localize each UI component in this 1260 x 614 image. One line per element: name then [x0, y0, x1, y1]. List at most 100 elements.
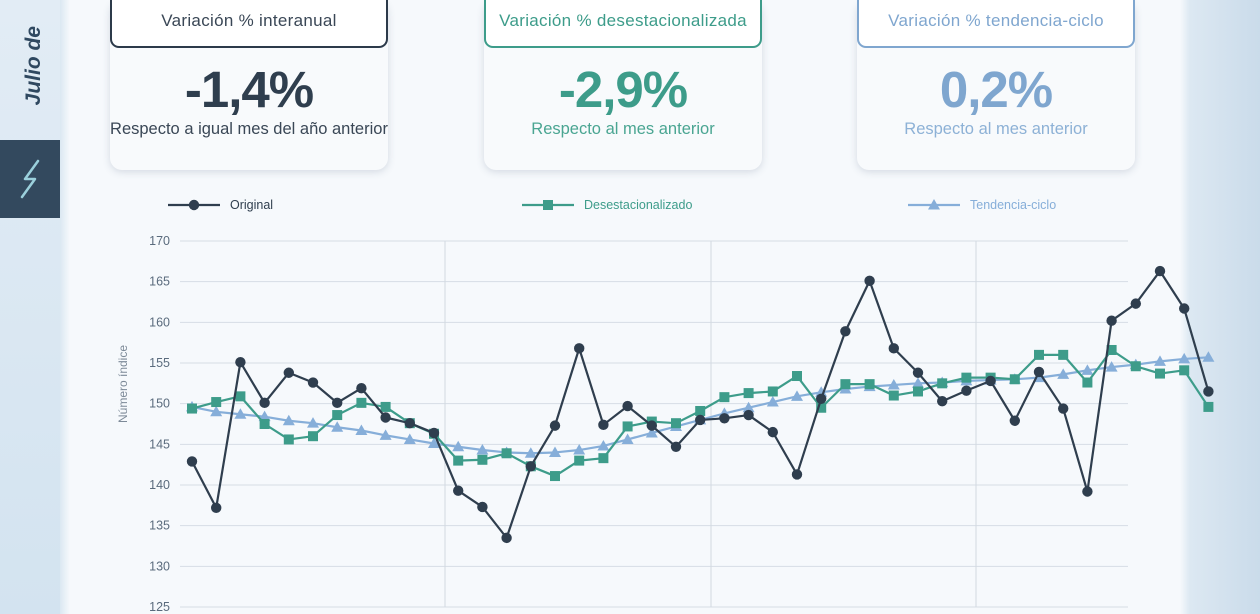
- data-point-tendencia-ciclo: [1057, 368, 1070, 379]
- card-note: Respecto al mes anterior: [904, 120, 1088, 138]
- data-point-original: [356, 383, 367, 394]
- data-point-original: [719, 413, 730, 424]
- data-point-tendencia-ciclo: [1081, 364, 1094, 375]
- data-point-original: [985, 375, 996, 387]
- data-point-desestacionalizado: [913, 386, 923, 397]
- data-point-tendencia-ciclo: [524, 447, 537, 458]
- data-point-original: [428, 427, 440, 439]
- data-point-original: [307, 377, 319, 388]
- data-point-desestacionalizado: [622, 421, 633, 432]
- data-point-original: [186, 456, 198, 467]
- data-point-tendencia-ciclo: [379, 429, 392, 440]
- data-point-tendencia-ciclo: [282, 414, 295, 426]
- data-point-desestacionalizado: [477, 454, 488, 465]
- y-tick-label: 125: [149, 600, 170, 614]
- data-point-desestacionalizado: [961, 372, 972, 383]
- data-point-desestacionalizado: [719, 392, 730, 403]
- data-point-original: [1009, 415, 1020, 426]
- y-tick-label: 165: [149, 275, 170, 289]
- data-point-desestacionalizado: [888, 390, 899, 401]
- data-point-tendencia-ciclo: [573, 444, 586, 455]
- data-point-desestacionalizado: [937, 378, 948, 389]
- card-title: Variación % desestacionalizada: [484, 0, 762, 48]
- data-point-desestacionalizado: [211, 397, 222, 408]
- data-point-desestacionalizado: [743, 388, 754, 399]
- data-point-original: [888, 343, 899, 354]
- data-point-tendencia-ciclo: [766, 396, 779, 407]
- data-point-original: [1203, 386, 1214, 397]
- data-point-original: [937, 396, 948, 407]
- data-point-desestacionalizado: [574, 455, 585, 466]
- data-point-desestacionalizado: [259, 419, 270, 429]
- data-point-original: [912, 367, 924, 378]
- data-point-tendencia-ciclo: [210, 405, 223, 417]
- legend-label: Tendencia-ciclo: [970, 198, 1056, 212]
- data-point-desestacionalizado: [1082, 377, 1093, 388]
- y-tick-label: 140: [149, 478, 170, 492]
- data-point-desestacionalizado: [308, 431, 318, 442]
- data-point-desestacionalizado: [1058, 349, 1069, 360]
- data-point-desestacionalizado: [1130, 361, 1141, 372]
- data-point-original: [1106, 315, 1117, 326]
- card-value: -2,9%: [558, 61, 688, 118]
- data-point-tendencia-ciclo: [742, 401, 755, 413]
- data-point-tendencia-ciclo: [234, 408, 247, 419]
- legend-marker: [543, 200, 553, 210]
- data-point-tendencia-ciclo: [452, 440, 465, 452]
- data-point-original: [453, 485, 464, 496]
- data-point-tendencia-ciclo: [597, 439, 610, 451]
- sidebar-tab[interactable]: [0, 140, 60, 218]
- data-point-original: [259, 397, 270, 409]
- data-point-desestacionalizado: [1034, 349, 1044, 360]
- data-point-original: [1154, 265, 1166, 277]
- data-point-tendencia-ciclo: [331, 421, 344, 432]
- data-point-desestacionalizado: [1155, 368, 1165, 379]
- data-point-original: [767, 426, 778, 438]
- data-point-original: [211, 502, 222, 513]
- series-line-tendencia-ciclo: [191, 356, 1209, 455]
- data-point-original: [670, 441, 682, 452]
- data-point-original: [622, 400, 633, 412]
- y-tick-label: 145: [149, 437, 170, 451]
- data-point-desestacionalizado: [1179, 365, 1190, 376]
- data-point-tendencia-ciclo: [1202, 351, 1215, 362]
- data-point-original: [1058, 403, 1069, 414]
- card-tendencia-ciclo: Variación % tendencia-ciclo 0,2% Respect…: [857, 0, 1135, 170]
- y-tick-label: 160: [149, 315, 170, 329]
- data-point-original: [525, 461, 536, 472]
- card-desestacionalizada: Variación % desestacionalizada -2,9% Res…: [484, 0, 762, 170]
- data-point-desestacionalizado: [380, 401, 391, 412]
- data-point-tendencia-ciclo: [258, 410, 271, 422]
- data-point-original: [380, 412, 391, 423]
- data-point-desestacionalizado: [840, 379, 851, 390]
- legend-marker: [188, 199, 200, 211]
- data-point-original: [404, 417, 415, 429]
- left-sidebar: [0, 0, 60, 614]
- data-point-tendencia-ciclo: [815, 386, 828, 397]
- data-point-original: [501, 532, 512, 544]
- card-value: 0,2%: [939, 61, 1053, 118]
- data-point-original: [961, 385, 972, 396]
- data-point-original: [477, 501, 488, 513]
- card-note: Respecto a igual mes del año anterior: [110, 120, 388, 138]
- data-point-desestacionalizado: [864, 379, 875, 390]
- data-point-original: [1082, 486, 1093, 497]
- data-point-desestacionalizado: [356, 397, 367, 408]
- card-title: Variación % tendencia-ciclo: [857, 0, 1135, 48]
- data-point-desestacionalizado: [1203, 401, 1214, 412]
- legend-label: Original: [230, 198, 273, 212]
- data-point-tendencia-ciclo: [355, 424, 368, 436]
- data-point-original: [549, 420, 561, 431]
- data-point-tendencia-ciclo: [307, 417, 319, 428]
- data-point-original: [646, 420, 657, 431]
- legend-marker: [928, 199, 940, 210]
- data-point-original: [743, 409, 754, 421]
- data-point-tendencia-ciclo: [645, 426, 658, 438]
- data-point-desestacionalizado: [187, 403, 197, 414]
- data-point-original: [283, 367, 294, 378]
- data-point-desestacionalizado: [792, 371, 802, 382]
- data-point-original: [791, 469, 803, 480]
- data-point-desestacionalizado: [767, 386, 778, 397]
- y-tick-label: 135: [149, 519, 170, 533]
- data-point-tendencia-ciclo: [791, 390, 803, 401]
